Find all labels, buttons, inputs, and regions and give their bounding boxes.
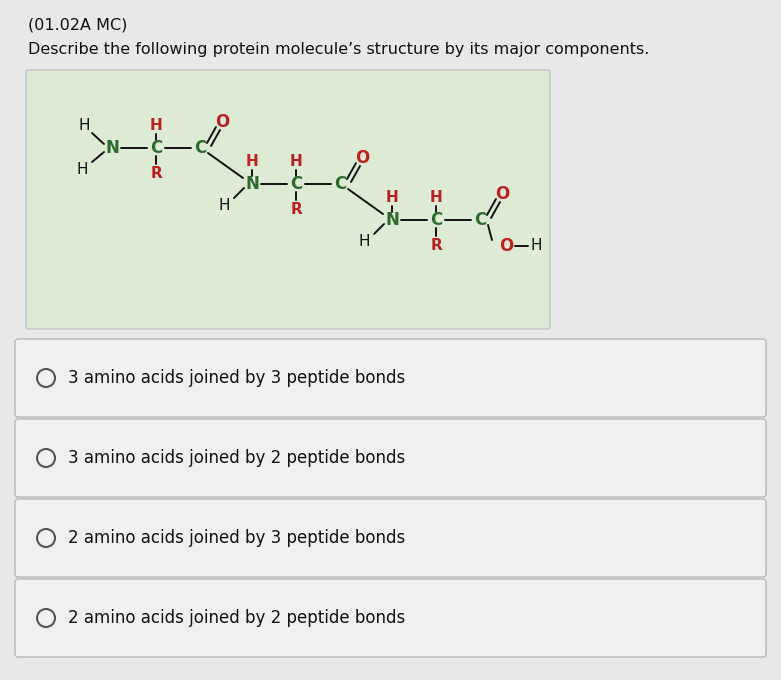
Text: N: N [105, 139, 119, 157]
Text: H: H [430, 190, 442, 205]
Text: C: C [333, 175, 346, 193]
Text: R: R [290, 203, 302, 218]
FancyBboxPatch shape [15, 419, 766, 497]
Text: O: O [355, 149, 369, 167]
Text: H: H [290, 154, 302, 169]
Text: C: C [430, 211, 442, 229]
Text: C: C [290, 175, 302, 193]
FancyBboxPatch shape [15, 499, 766, 577]
Text: 3 amino acids joined by 2 peptide bonds: 3 amino acids joined by 2 peptide bonds [68, 449, 405, 467]
Text: (01.02A MC): (01.02A MC) [28, 18, 127, 33]
FancyBboxPatch shape [15, 339, 766, 417]
Text: H: H [386, 190, 398, 205]
Text: 2 amino acids joined by 2 peptide bonds: 2 amino acids joined by 2 peptide bonds [68, 609, 405, 627]
Text: Describe the following protein molecule’s structure by its major components.: Describe the following protein molecule’… [28, 42, 649, 57]
Text: H: H [530, 239, 542, 254]
Text: H: H [77, 163, 87, 177]
Text: R: R [150, 167, 162, 182]
Text: C: C [474, 211, 486, 229]
Text: R: R [430, 239, 442, 254]
Text: C: C [150, 139, 162, 157]
FancyBboxPatch shape [26, 70, 550, 329]
FancyBboxPatch shape [15, 579, 766, 657]
Text: H: H [150, 118, 162, 133]
Text: H: H [358, 235, 369, 250]
Text: N: N [245, 175, 259, 193]
Text: O: O [495, 185, 509, 203]
Text: N: N [385, 211, 399, 229]
Text: 2 amino acids joined by 3 peptide bonds: 2 amino acids joined by 3 peptide bonds [68, 529, 405, 547]
Text: H: H [246, 154, 259, 169]
Text: O: O [215, 113, 229, 131]
Text: O: O [499, 237, 513, 255]
Text: H: H [78, 118, 90, 133]
Text: 3 amino acids joined by 3 peptide bonds: 3 amino acids joined by 3 peptide bonds [68, 369, 405, 387]
Text: C: C [194, 139, 206, 157]
Text: H: H [218, 199, 230, 214]
